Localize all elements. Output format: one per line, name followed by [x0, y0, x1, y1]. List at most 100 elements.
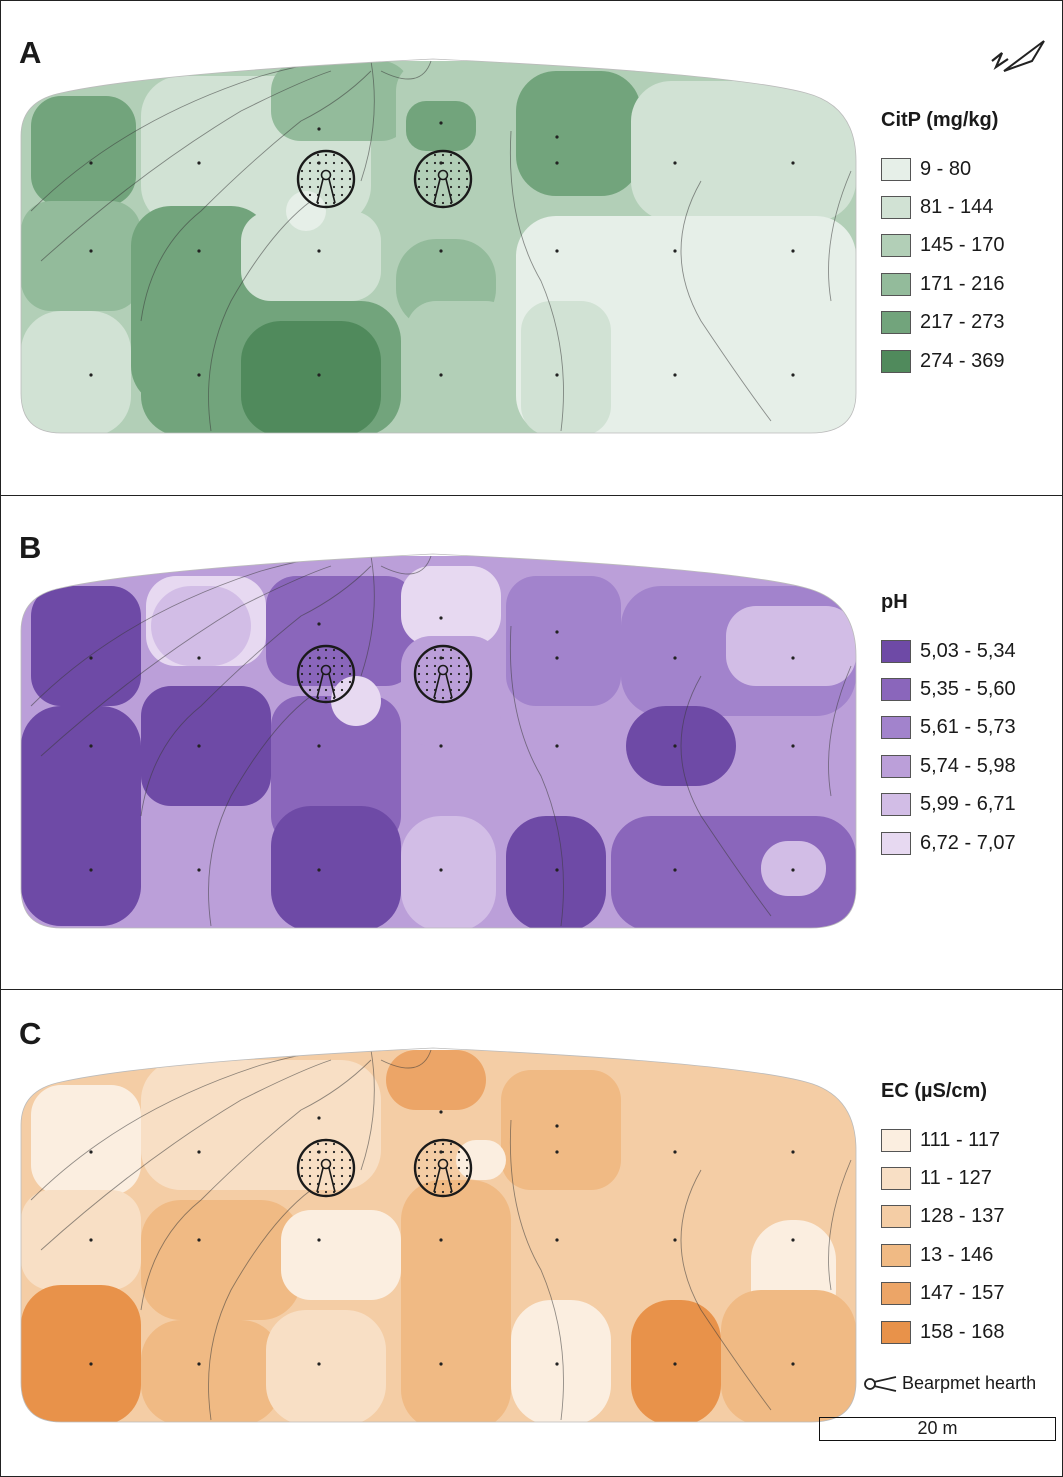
sample-point [417, 177, 421, 181]
sample-point [449, 696, 453, 700]
sample-point [417, 1158, 421, 1162]
sample-point [791, 1238, 795, 1242]
sample-point [439, 1110, 443, 1114]
legend-swatch [881, 831, 911, 855]
legend-item: 5,03 - 5,34 [881, 632, 1016, 670]
contour-line [680, 180, 772, 422]
contour-line [509, 130, 564, 432]
legend-label: 274 - 369 [920, 349, 1005, 372]
sample-point [441, 688, 445, 692]
sample-point [340, 1158, 344, 1162]
sample-point [673, 373, 677, 377]
panel-letter: A [19, 35, 42, 70]
sample-point [457, 680, 461, 684]
sample-point [340, 688, 344, 692]
map-zone [501, 1070, 621, 1190]
sample-point [457, 656, 461, 660]
legend-item: 111 - 117 [881, 1121, 1005, 1159]
sample-point [791, 1362, 795, 1366]
panel-a: A CitP (mg/kg) 9 - 80 81 - 144 145 - 170… [1, 1, 1062, 496]
sample-point [425, 185, 429, 189]
legend-item: 5,99 - 6,71 [881, 786, 1016, 824]
sample-point [425, 161, 429, 165]
sample-point [791, 656, 795, 660]
sample-point [439, 373, 443, 377]
sample-point [425, 664, 429, 668]
sample-point [332, 1190, 336, 1194]
sample-point [673, 868, 677, 872]
map-zone [521, 301, 611, 433]
sample-point [433, 1158, 437, 1162]
sample-point [465, 1166, 469, 1170]
sample-point [316, 1166, 320, 1170]
sample-point [449, 185, 453, 189]
map-citp [20, 58, 857, 434]
sample-point [417, 1166, 421, 1170]
sample-point [449, 1166, 453, 1170]
legend-label: 11 - 127 [920, 1167, 992, 1190]
sample-point [465, 1158, 469, 1162]
sample-point [324, 1142, 328, 1146]
legend-label: 5,74 - 5,98 [920, 754, 1016, 777]
sample-point [555, 1238, 559, 1242]
sample-point [417, 185, 421, 189]
contour-line [40, 565, 332, 757]
sample-point [316, 648, 320, 652]
sample-point [340, 664, 344, 668]
sample-point [433, 193, 437, 197]
map-zone [241, 321, 381, 433]
sample-point [433, 1166, 437, 1170]
sample-point [316, 688, 320, 692]
sample-point [316, 696, 320, 700]
sample-point [425, 1182, 429, 1186]
legend-swatch [881, 1320, 911, 1344]
map-zone [141, 1320, 281, 1422]
sample-point [555, 373, 559, 377]
sample-point [308, 664, 312, 668]
contour-line [208, 1189, 312, 1421]
legend-item: 11 - 127 [881, 1159, 1005, 1197]
legend-label: 6,72 - 7,07 [920, 831, 1016, 854]
sample-point [89, 656, 93, 660]
sample-point [673, 1150, 677, 1154]
sample-point [89, 1150, 93, 1154]
sample-point [300, 185, 304, 189]
legend-item: 274 - 369 [881, 342, 1005, 380]
contour-line [509, 1119, 564, 1421]
legend-item: 158 - 168 [881, 1313, 1005, 1351]
sample-point [308, 193, 312, 197]
map-zone [511, 1200, 621, 1310]
hearth-symbol-icon [296, 149, 356, 209]
map-zone [631, 1300, 721, 1422]
legend: CitP (mg/kg) 9 - 80 81 - 144 145 - 170 1… [881, 109, 1005, 380]
sample-point [300, 169, 304, 173]
sample-point [324, 193, 328, 197]
sample-point [300, 664, 304, 668]
sample-point [89, 868, 93, 872]
sample-point [300, 1166, 304, 1170]
sample-point [324, 1190, 328, 1194]
sample-point [457, 177, 461, 181]
map-zone [406, 101, 476, 151]
sample-point [439, 868, 443, 872]
legend-label: 128 - 137 [920, 1205, 1005, 1228]
map-zone [151, 586, 251, 666]
sample-point [324, 696, 328, 700]
sample-point [441, 1150, 445, 1154]
legend-swatch [881, 1167, 911, 1191]
map-zone [21, 201, 141, 311]
sample-point [457, 1150, 461, 1154]
sample-point [673, 249, 677, 253]
sample-point [433, 648, 437, 652]
map-zone [456, 1140, 506, 1180]
map-zone [506, 576, 621, 706]
sample-point [332, 1182, 336, 1186]
contour-line [360, 60, 375, 182]
sample-point [308, 1166, 312, 1170]
sample-point [340, 185, 344, 189]
legend-swatch [881, 311, 911, 335]
legend: pH 5,03 - 5,34 5,35 - 5,60 5,61 - 5,73 5… [881, 591, 1016, 862]
sample-point [791, 249, 795, 253]
sample-point [308, 680, 312, 684]
sample-point [197, 656, 201, 660]
